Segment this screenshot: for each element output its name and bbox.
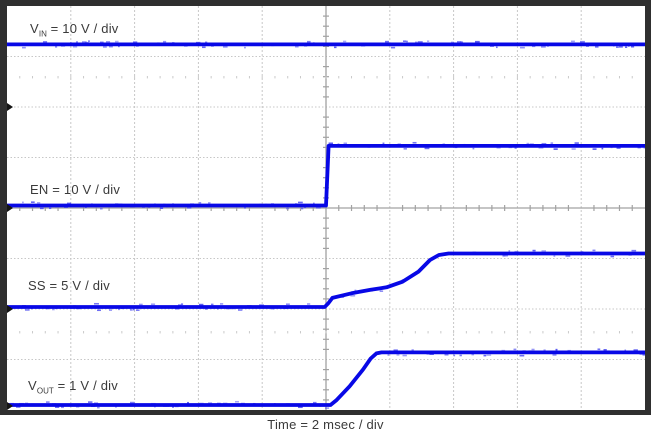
vin-ground-marker-icon [7, 103, 13, 111]
graticule [7, 6, 645, 410]
en-label-suffix: = 10 V / div [48, 182, 121, 197]
en-label-prefix: EN [30, 182, 49, 197]
vin-label-prefix: V [30, 21, 39, 36]
vin-label-suffix: = 10 V / div [46, 21, 119, 36]
ss-label-prefix: SS [28, 278, 46, 293]
ss-trace-label: SS = 5 V / div [28, 279, 110, 299]
vout-trace-label: VOUT = 1 V / div [28, 379, 118, 399]
ss-trace [7, 249, 645, 312]
vin-trace-label: VIN = 10 V / div [30, 22, 119, 42]
en-trace-label: EN = 10 V / div [30, 183, 120, 203]
vin-trace [7, 40, 645, 49]
vout-trace [7, 348, 645, 409]
time-axis-label: Time = 2 msec / div [267, 417, 384, 432]
en-ground-marker-icon [7, 204, 13, 212]
scope-frame: VIN = 10 V / div EN = 10 V / div SS = 5 … [0, 0, 651, 415]
waveform-plot [7, 6, 645, 410]
vout-label-suffix: = 1 V / div [53, 378, 118, 393]
en-trace [7, 141, 645, 210]
ss-label-suffix: = 5 V / div [45, 278, 110, 293]
vout-ground-marker-icon [7, 401, 13, 410]
vout-label-prefix: V [28, 378, 37, 393]
vin-label-subscript: IN [38, 29, 47, 39]
vout-label-subscript: OUT [36, 386, 54, 396]
plot-area: VIN = 10 V / div EN = 10 V / div SS = 5 … [7, 6, 645, 410]
ss-ground-marker-icon [7, 305, 13, 313]
